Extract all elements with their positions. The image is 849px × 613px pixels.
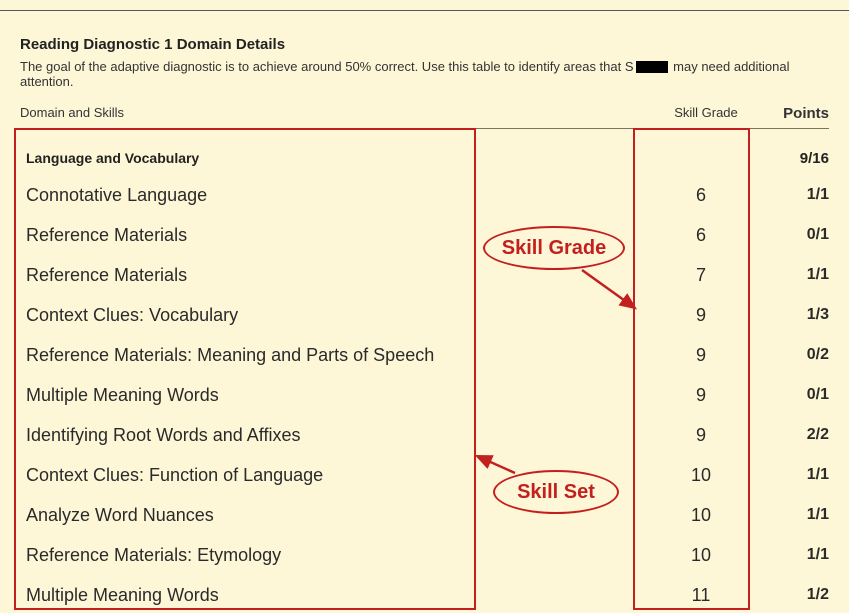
table-row: Context Clues: Function of Language101/1 <box>20 455 829 495</box>
skill-points: 1/1 <box>756 506 829 524</box>
table-row: Reference Materials: Etymology101/1 <box>20 535 829 575</box>
skill-name: Context Clues: Vocabulary <box>20 305 646 326</box>
skill-name: Multiple Meaning Words <box>20 385 646 406</box>
skill-points: 1/1 <box>756 266 829 284</box>
col-header-domain: Domain and Skills <box>20 105 634 122</box>
table-row: Multiple Meaning Words90/1 <box>20 375 829 415</box>
table-row: Reference Materials60/1 <box>20 215 829 255</box>
table-row: Analyze Word Nuances101/1 <box>20 495 829 535</box>
domain-name: Language and Vocabulary <box>20 150 646 166</box>
skill-points: 1/1 <box>756 466 829 484</box>
skill-grade: 11 <box>646 585 756 606</box>
table-row: Connotative Language61/1 <box>20 175 829 215</box>
page-description: The goal of the adaptive diagnostic is t… <box>20 59 829 89</box>
skill-grade: 10 <box>646 465 756 486</box>
skill-name: Identifying Root Words and Affixes <box>20 425 646 446</box>
skill-grade: 6 <box>646 225 756 246</box>
col-header-points: Points <box>783 105 829 122</box>
skill-points: 0/2 <box>756 346 829 364</box>
skill-grade: 9 <box>646 385 756 406</box>
skill-grade: 10 <box>646 545 756 566</box>
skill-name: Reference Materials <box>20 225 646 246</box>
table-row: Reference Materials71/1 <box>20 255 829 295</box>
table-row: Multiple Meaning Words111/2 <box>20 575 829 613</box>
col-header-grade: Skill Grade <box>634 105 783 122</box>
skill-name: Context Clues: Function of Language <box>20 465 646 486</box>
skill-points: 1/1 <box>756 546 829 564</box>
header-divider <box>20 128 829 129</box>
skill-name: Reference Materials: Etymology <box>20 545 646 566</box>
table-row: Context Clues: Vocabulary91/3 <box>20 295 829 335</box>
skill-grade: 6 <box>646 185 756 206</box>
skill-grade: 9 <box>646 345 756 366</box>
page-title: Reading Diagnostic 1 Domain Details <box>20 36 829 53</box>
skill-name: Connotative Language <box>20 185 646 206</box>
domain-row: Language and Vocabulary 9/16 <box>20 141 829 175</box>
skill-name: Analyze Word Nuances <box>20 505 646 526</box>
skill-name: Reference Materials <box>20 265 646 286</box>
skill-grade: 7 <box>646 265 756 286</box>
skill-grade: 9 <box>646 425 756 446</box>
skill-points: 1/2 <box>756 586 829 604</box>
skill-points: 0/1 <box>756 386 829 404</box>
top-rule <box>0 10 849 11</box>
skill-grade: 9 <box>646 305 756 326</box>
domain-points: 9/16 <box>756 150 829 167</box>
table-row: Reference Materials: Meaning and Parts o… <box>20 335 829 375</box>
skill-name: Reference Materials: Meaning and Parts o… <box>20 345 646 366</box>
skill-points: 1/3 <box>756 306 829 324</box>
redacted-name <box>636 61 668 73</box>
skill-points: 0/1 <box>756 226 829 244</box>
skill-points: 2/2 <box>756 426 829 444</box>
table-header: Domain and Skills Skill Grade Points <box>20 105 829 128</box>
page-root: Reading Diagnostic 1 Domain Details The … <box>0 0 849 613</box>
skill-name: Multiple Meaning Words <box>20 585 646 606</box>
table-body: Language and Vocabulary 9/16 Connotative… <box>20 141 829 613</box>
table-row: Identifying Root Words and Affixes92/2 <box>20 415 829 455</box>
skill-points: 1/1 <box>756 186 829 204</box>
skill-grade: 10 <box>646 505 756 526</box>
desc-pre: The goal of the adaptive diagnostic is t… <box>20 59 634 74</box>
